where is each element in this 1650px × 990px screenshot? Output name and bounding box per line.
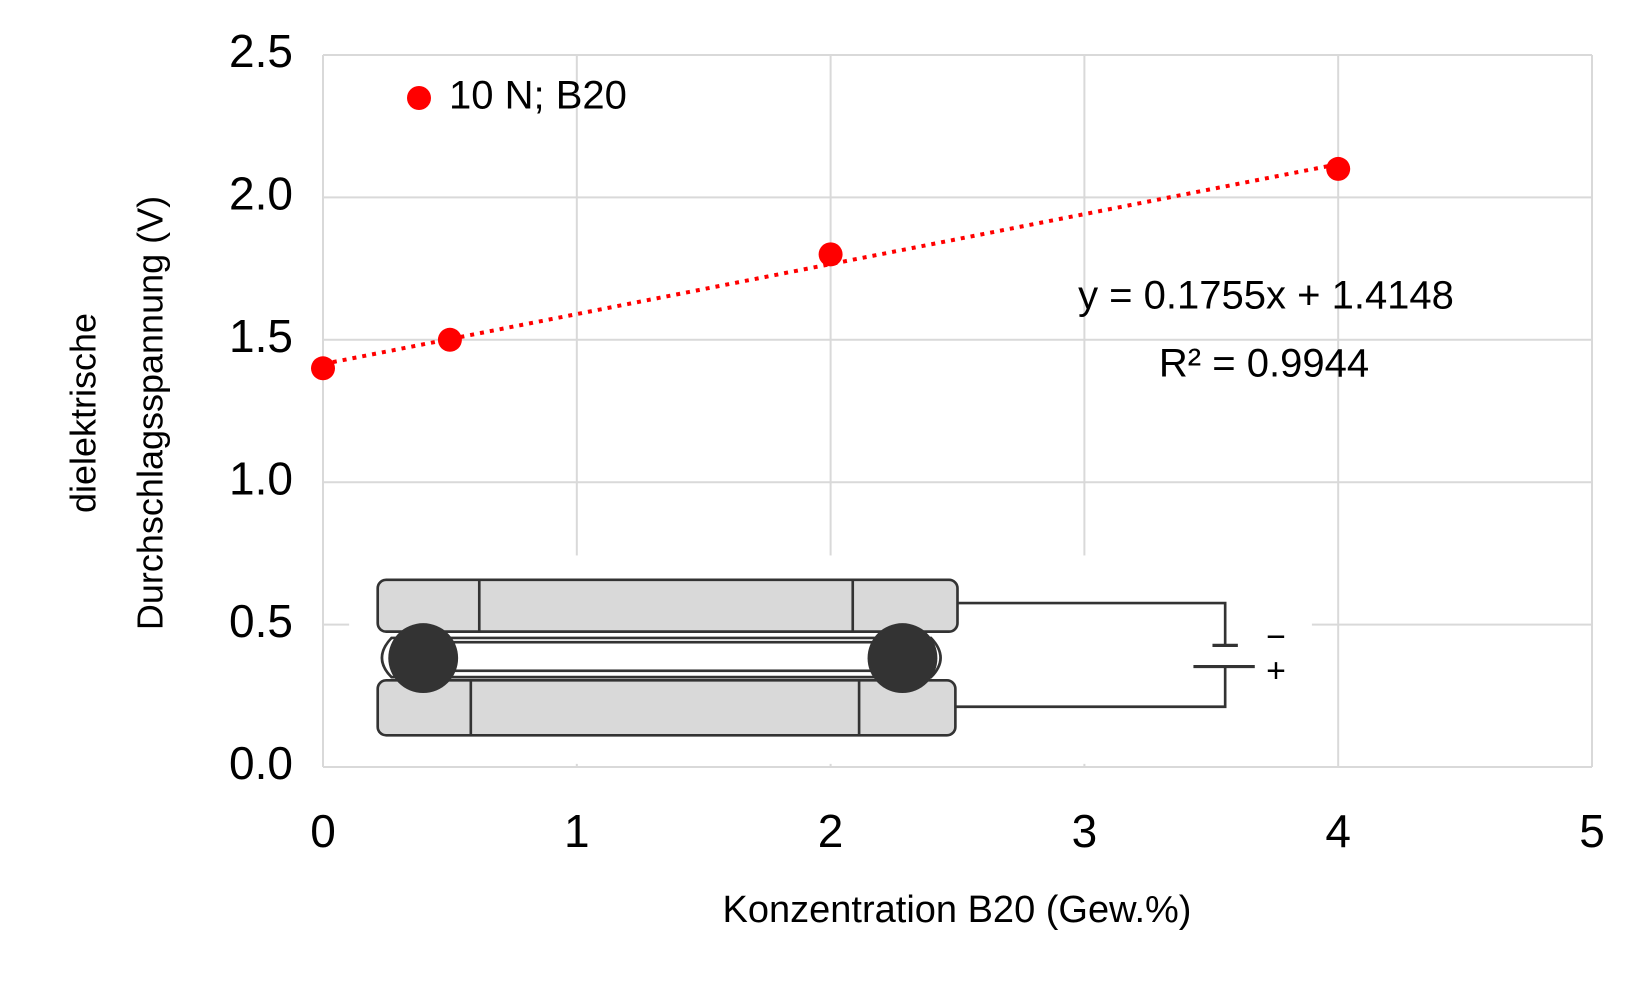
y-tick-label: 1.5 xyxy=(229,310,293,362)
y-axis-label: Durchschlagsspannung (V) xyxy=(130,196,171,630)
data-point xyxy=(437,327,462,352)
plus-sign: + xyxy=(1266,652,1286,690)
plot: 0.0 0.5 1.0 1.5 2.0 2.5 0 1 2 3 4 5 10 N; B20 xyxy=(229,25,1605,857)
wire-top xyxy=(957,601,1227,646)
trendline-equation: y = 0.1755x + 1.4148 xyxy=(1078,274,1454,318)
x-tick-label: 2 xyxy=(818,805,844,857)
data-point xyxy=(311,356,335,381)
y-tick-label: 0.0 xyxy=(229,737,293,789)
x-tick-label: 0 xyxy=(310,805,336,857)
y-tick-label: 0.5 xyxy=(229,595,293,647)
y-tick-label: 2.5 xyxy=(229,25,293,77)
legend-label: 10 N; B20 xyxy=(449,74,627,118)
minus-sign: − xyxy=(1266,618,1286,656)
cage-inner xyxy=(421,640,906,673)
trendline xyxy=(322,162,1339,367)
bottom-washer xyxy=(376,678,957,737)
y-tick-label: 2.0 xyxy=(229,168,293,220)
y-tick-label: 1.0 xyxy=(229,452,293,504)
wire-bottom xyxy=(955,666,1227,709)
x-tick-label: 1 xyxy=(564,805,590,857)
x-axis-label: Konzentration B20 (Gew.%) xyxy=(723,889,1192,931)
data-point xyxy=(1326,156,1351,181)
x-tick-label: 3 xyxy=(1072,805,1098,857)
legend-marker xyxy=(407,86,431,110)
x-tick-label: 4 xyxy=(1325,805,1351,857)
r-squared: R² = 0.9944 xyxy=(1159,342,1369,386)
y-axis-label: dielektrische xyxy=(63,313,104,513)
data-point xyxy=(818,242,843,267)
ball xyxy=(388,623,459,693)
ball xyxy=(867,623,938,693)
bearing-diagram: − + xyxy=(349,555,1312,764)
x-tick-label: 5 xyxy=(1579,805,1605,857)
top-washer xyxy=(376,578,959,633)
